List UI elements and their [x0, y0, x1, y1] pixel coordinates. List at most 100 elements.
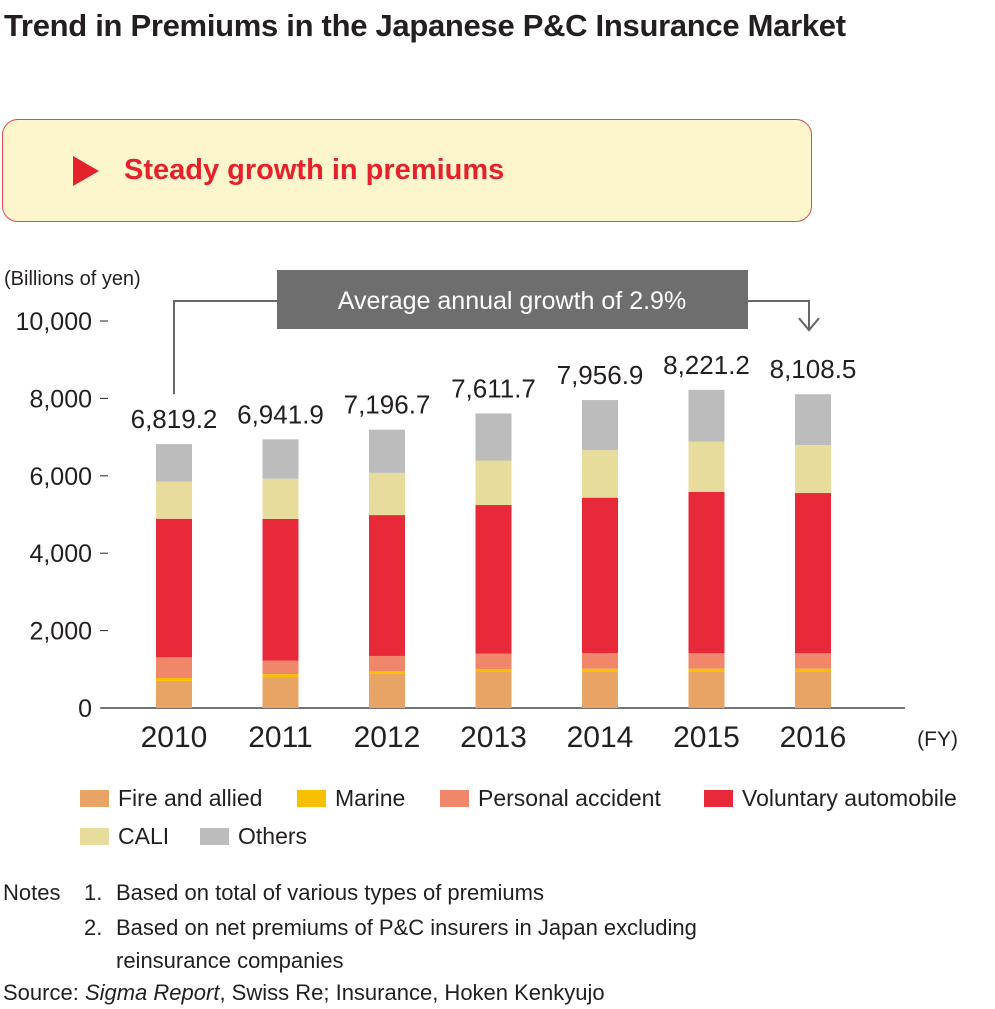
growth-annotation-text: Average annual growth of 2.9% — [338, 287, 686, 315]
y-tick-label: 0 — [78, 695, 92, 723]
bar-segment-marine — [688, 668, 725, 672]
bar-segment-cali — [262, 478, 299, 519]
total-value-label: 8,108.5 — [770, 354, 857, 384]
banner-text: Steady growth in premiums — [124, 154, 505, 186]
note-number: 1. — [84, 880, 103, 905]
x-tick-label: 2013 — [460, 721, 527, 754]
x-tick-label: 2015 — [673, 721, 740, 754]
bar-segment-others — [369, 429, 405, 473]
notes-label: Notes — [3, 880, 61, 905]
growth-annotation-box — [277, 270, 748, 329]
y-axis-label: (Billions of yen) — [4, 268, 141, 290]
legend-label: CALI — [118, 822, 170, 849]
bar-segment-others — [156, 444, 192, 482]
source-rest: , Swiss Re; Insurance, Hoken Kenkyujo — [219, 980, 605, 1005]
bar-segment-fire-and-allied — [688, 671, 725, 708]
x-tick-label: 2012 — [354, 721, 421, 754]
note-number: 2. — [84, 915, 103, 940]
bar-segment-voluntary-automobile — [475, 505, 512, 654]
bar-segment-marine — [262, 674, 299, 678]
bar-segment-voluntary-automobile — [688, 491, 725, 654]
x-tick-label: 2016 — [780, 721, 847, 754]
y-tick-label: 10,000 — [16, 308, 92, 336]
note-text: Based on total of various types of premi… — [116, 880, 544, 905]
bar-segment-fire-and-allied — [369, 673, 405, 708]
note-text-continued: reinsurance companies — [116, 948, 344, 973]
bar-segment-voluntary-automobile — [369, 515, 405, 656]
legend-label: Voluntary automobile — [742, 784, 957, 811]
legend-item: Fire and allied — [80, 783, 262, 813]
legend-swatch — [200, 827, 229, 845]
y-tick-label: 6,000 — [29, 463, 92, 491]
x-tick-label: 2014 — [567, 721, 634, 754]
bar-segment-personal-accident — [369, 655, 405, 672]
bar-segment-voluntary-automobile — [795, 493, 831, 654]
bar-segment-cali — [475, 460, 512, 506]
bar-segment-fire-and-allied — [582, 671, 618, 708]
legend-item: CALI — [80, 821, 169, 851]
y-tick-label: 8,000 — [29, 385, 92, 413]
bar-segment-personal-accident — [688, 653, 725, 669]
bar-segment-marine — [582, 668, 618, 672]
legend-swatch — [80, 827, 109, 845]
y-tick-label: 4,000 — [29, 540, 92, 568]
legend-label: Marine — [335, 784, 406, 811]
legend-swatch — [80, 789, 109, 807]
note-text: Based on net premiums of P&C insurers in… — [116, 915, 697, 940]
legend-item: Others — [200, 821, 307, 851]
highlight-banner: Steady growth in premiums — [2, 119, 812, 222]
bar-segment-fire-and-allied — [262, 677, 299, 708]
legend-label: Fire and allied — [118, 784, 263, 811]
bar-segment-voluntary-automobile — [262, 518, 299, 661]
source-line: Source: Sigma Report, Swiss Re; Insuranc… — [3, 980, 605, 1006]
bar-segment-others — [582, 400, 618, 451]
legend-item: Personal accident — [440, 783, 661, 813]
legend-label: Others — [238, 822, 308, 849]
bar-segment-others — [688, 389, 725, 442]
bar-segment-fire-and-allied — [156, 680, 192, 708]
bar-segment-cali — [582, 450, 618, 498]
x-tick-label: 2010 — [141, 721, 208, 754]
bar-segment-marine — [795, 668, 831, 672]
bar-segment-others — [475, 413, 512, 461]
y-tick-label: 2,000 — [29, 618, 92, 646]
bar-segment-voluntary-automobile — [156, 518, 192, 658]
bar-segment-personal-accident — [156, 657, 192, 679]
x-axis-unit: (FY) — [917, 728, 958, 751]
bar-segment-personal-accident — [475, 653, 512, 670]
bar-segment-others — [262, 439, 299, 479]
source-italic: Sigma Report — [84, 980, 220, 1005]
bar-segment-fire-and-allied — [475, 672, 512, 708]
bar-segment-cali — [795, 445, 831, 494]
stacked-bar-chart: (Billions of yen) 0 2,000 4,000 6,000 8,000 10… — [4, 268, 958, 754]
bar-segment-cali — [688, 441, 725, 492]
bar-segment-cali — [369, 472, 405, 516]
legend-swatch — [440, 789, 469, 807]
bar-segment-fire-and-allied — [795, 671, 831, 708]
legend-item: Marine — [297, 783, 405, 813]
bar-segment-personal-accident — [582, 653, 618, 669]
total-value-label: 6,941.9 — [237, 399, 324, 429]
bar-segment-others — [795, 394, 831, 446]
total-value-label: 7,196.7 — [344, 389, 431, 419]
arrow-down-icon — [798, 317, 820, 332]
bar-segment-personal-accident — [262, 660, 299, 675]
bar-segment-cali — [156, 481, 192, 519]
legend-swatch — [704, 789, 733, 807]
total-value-label: 7,956.9 — [557, 360, 644, 390]
total-value-label: 7,611.7 — [451, 373, 536, 403]
total-value-label: 8,221.2 — [663, 350, 750, 380]
bar-segment-marine — [156, 678, 192, 681]
legend-item: Voluntary automobile — [704, 783, 957, 813]
legend-swatch — [297, 789, 326, 807]
bar-segment-marine — [475, 669, 512, 673]
legend-label: Personal accident — [478, 784, 661, 811]
bar-segment-voluntary-automobile — [582, 497, 618, 654]
x-tick-label: 2011 — [248, 721, 313, 754]
source-prefix: Source: — [3, 980, 85, 1005]
page-title: Trend in Premiums in the Japanese P&C In… — [4, 8, 846, 43]
triangle-bullet-icon — [73, 156, 99, 186]
bar-segment-marine — [369, 671, 405, 674]
bar-segment-personal-accident — [795, 653, 831, 669]
total-value-label: 6,819.2 — [131, 404, 218, 434]
